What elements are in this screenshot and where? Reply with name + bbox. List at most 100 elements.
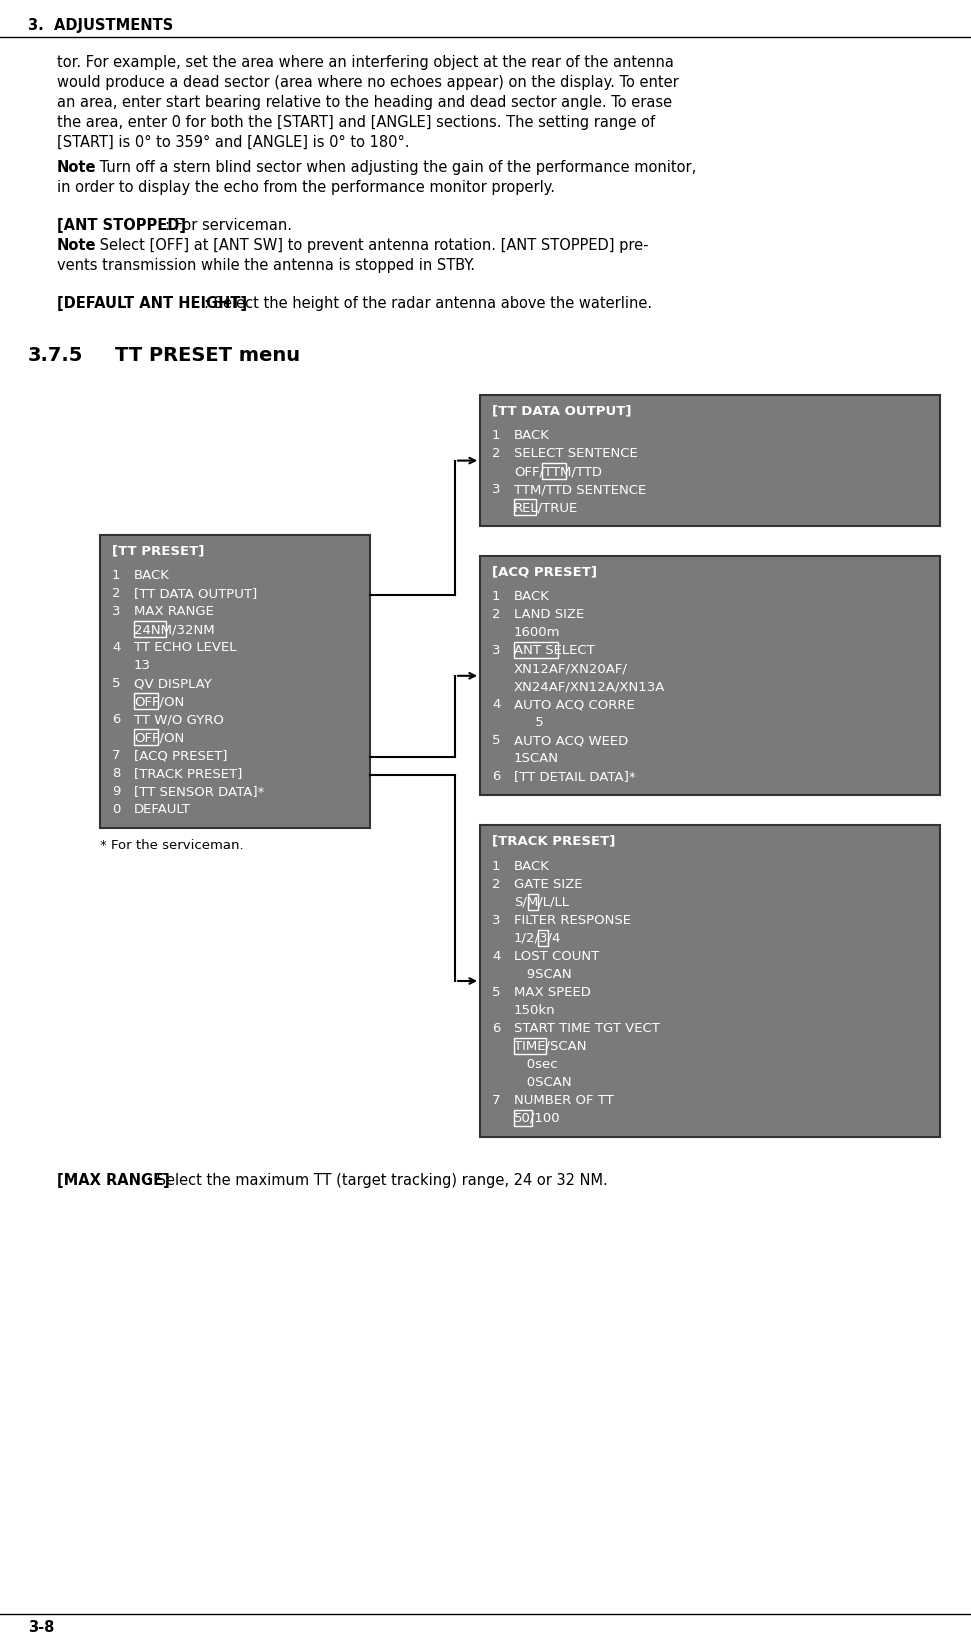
Text: Note: Note — [57, 238, 96, 252]
Text: in order to display the echo from the performance monitor properly.: in order to display the echo from the pe… — [57, 180, 555, 195]
Bar — [538, 929, 548, 946]
Text: 4: 4 — [492, 949, 500, 962]
Text: 5: 5 — [112, 677, 120, 690]
Text: 150kn: 150kn — [514, 1003, 555, 1016]
Text: 0SCAN: 0SCAN — [514, 1075, 572, 1088]
Text: 5: 5 — [492, 734, 500, 747]
Text: AUTO ACQ WEED: AUTO ACQ WEED — [514, 734, 628, 747]
Text: 2: 2 — [492, 877, 500, 890]
Text: 7: 7 — [492, 1093, 500, 1106]
Text: NUMBER OF TT: NUMBER OF TT — [514, 1093, 614, 1106]
Text: 1: 1 — [112, 569, 120, 582]
Bar — [134, 621, 166, 638]
Text: 5: 5 — [492, 985, 500, 998]
Text: XN24AF/XN12A/XN13A: XN24AF/XN12A/XN13A — [514, 680, 665, 693]
Text: START TIME TGT VECT: START TIME TGT VECT — [514, 1021, 660, 1034]
Bar — [514, 1037, 546, 1054]
Bar — [480, 395, 940, 526]
Text: : Select the height of the radar antenna above the waterline.: : Select the height of the radar antenna… — [204, 295, 653, 311]
Text: 1/2/3/4: 1/2/3/4 — [514, 931, 561, 944]
Text: BACK: BACK — [514, 429, 550, 443]
Text: [TT DATA OUTPUT]: [TT DATA OUTPUT] — [492, 403, 631, 416]
Text: [DEFAULT ANT HEIGHT]: [DEFAULT ANT HEIGHT] — [57, 295, 248, 311]
Text: vents transmission while the antenna is stopped in STBY.: vents transmission while the antenna is … — [57, 257, 475, 272]
Text: [ACQ PRESET]: [ACQ PRESET] — [134, 749, 227, 762]
Text: BACK: BACK — [514, 859, 550, 872]
Text: TTM/TTD SENTENCE: TTM/TTD SENTENCE — [514, 484, 647, 497]
Text: ANT SELECT: ANT SELECT — [514, 644, 595, 657]
Text: MAX RANGE: MAX RANGE — [134, 605, 214, 618]
Bar — [514, 642, 558, 659]
Text: MAX SPEED: MAX SPEED — [514, 985, 591, 998]
Bar — [480, 557, 940, 797]
Bar — [480, 826, 940, 1137]
Text: 9SCAN: 9SCAN — [514, 967, 572, 980]
Text: * For the serviceman.: * For the serviceman. — [100, 839, 244, 852]
Text: 3.  ADJUSTMENTS: 3. ADJUSTMENTS — [28, 18, 173, 33]
Bar — [100, 536, 370, 829]
Text: QV DISPLAY: QV DISPLAY — [134, 677, 212, 690]
Text: 3: 3 — [112, 605, 120, 618]
Text: would produce a dead sector (area where no echoes appear) on the display. To ent: would produce a dead sector (area where … — [57, 75, 679, 90]
Text: OFF/ON: OFF/ON — [134, 695, 184, 708]
Text: [TRACK PRESET]: [TRACK PRESET] — [492, 834, 616, 847]
Text: BACK: BACK — [514, 590, 550, 603]
Text: TT PRESET menu: TT PRESET menu — [115, 346, 300, 365]
Text: tor. For example, set the area where an interfering object at the rear of the an: tor. For example, set the area where an … — [57, 56, 674, 70]
Text: [TT SENSOR DATA]*: [TT SENSOR DATA]* — [134, 785, 264, 798]
Text: LAND SIZE: LAND SIZE — [514, 608, 585, 621]
Text: : Select the maximum TT (target tracking) range, 24 or 32 NM.: : Select the maximum TT (target tracking… — [147, 1172, 608, 1187]
Text: 1SCAN: 1SCAN — [514, 752, 559, 765]
Text: [TT PRESET]: [TT PRESET] — [112, 544, 204, 557]
Text: 1: 1 — [492, 429, 500, 443]
Text: TT W/O GYRO: TT W/O GYRO — [134, 713, 224, 726]
Text: TT ECHO LEVEL: TT ECHO LEVEL — [134, 641, 237, 654]
Text: DEFAULT: DEFAULT — [134, 803, 191, 816]
Text: 50/100: 50/100 — [514, 1111, 560, 1124]
Text: 3: 3 — [492, 484, 500, 497]
Text: an area, enter start bearing relative to the heading and dead sector angle. To e: an area, enter start bearing relative to… — [57, 95, 672, 110]
Text: TIME/SCAN: TIME/SCAN — [514, 1039, 586, 1052]
Text: 3-8: 3-8 — [28, 1619, 54, 1634]
Text: : For serviceman.: : For serviceman. — [165, 218, 292, 233]
Text: Note: Note — [57, 161, 96, 175]
Text: 2: 2 — [112, 587, 120, 600]
Text: the area, enter 0 for both the [START] and [ANGLE] sections. The setting range o: the area, enter 0 for both the [START] a… — [57, 115, 655, 129]
Text: [MAX RANGE]: [MAX RANGE] — [57, 1172, 170, 1187]
Text: 1: 1 — [492, 859, 500, 872]
Bar — [528, 893, 538, 910]
Text: [TT DETAIL DATA]*: [TT DETAIL DATA]* — [514, 770, 636, 783]
Text: 8: 8 — [112, 767, 120, 780]
Text: GATE SIZE: GATE SIZE — [514, 877, 583, 890]
Text: AUTO ACQ CORRE: AUTO ACQ CORRE — [514, 698, 635, 711]
Text: REL/TRUE: REL/TRUE — [514, 502, 579, 515]
Bar — [542, 464, 566, 480]
Bar — [134, 729, 158, 746]
Text: 2: 2 — [492, 608, 500, 621]
Text: OFF/ON: OFF/ON — [134, 731, 184, 744]
Bar — [514, 500, 536, 516]
Text: FILTER RESPONSE: FILTER RESPONSE — [514, 913, 631, 926]
Text: 2: 2 — [492, 447, 500, 461]
Text: LOST COUNT: LOST COUNT — [514, 949, 599, 962]
Text: 6: 6 — [492, 770, 500, 783]
Bar — [514, 1110, 532, 1126]
Text: 7: 7 — [112, 749, 120, 762]
Text: [ANT STOPPED]: [ANT STOPPED] — [57, 218, 186, 233]
Text: [TT DATA OUTPUT]: [TT DATA OUTPUT] — [134, 587, 257, 600]
Bar — [134, 693, 158, 710]
Text: 0: 0 — [112, 803, 120, 816]
Text: 6: 6 — [112, 713, 120, 726]
Text: 1600m: 1600m — [514, 626, 560, 639]
Text: 5: 5 — [514, 716, 544, 729]
Text: XN12AF/XN20AF/: XN12AF/XN20AF/ — [514, 662, 628, 675]
Text: 13: 13 — [134, 659, 151, 672]
Text: BACK: BACK — [134, 569, 170, 582]
Text: 3.7.5: 3.7.5 — [28, 346, 84, 365]
Text: : Turn off a stern blind sector when adjusting the gain of the performance monit: : Turn off a stern blind sector when adj… — [90, 161, 696, 175]
Text: SELECT SENTENCE: SELECT SENTENCE — [514, 447, 638, 461]
Text: 24NM/32NM: 24NM/32NM — [134, 623, 215, 636]
Text: 9: 9 — [112, 785, 120, 798]
Text: 3: 3 — [492, 644, 500, 657]
Text: 4: 4 — [112, 641, 120, 654]
